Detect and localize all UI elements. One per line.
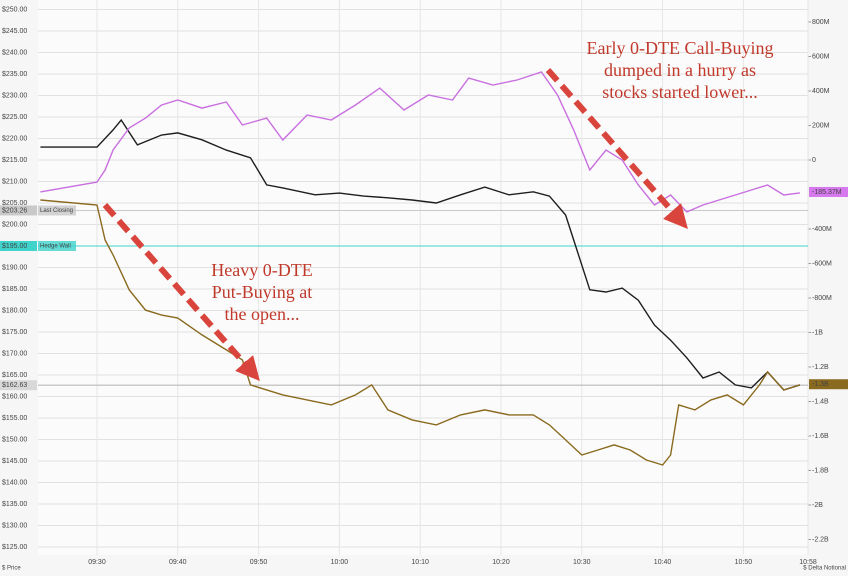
y-tick-label: $205.00 <box>2 200 27 207</box>
annotation: dumped in a hurry as <box>604 60 756 80</box>
y2-tick-label: -1.2B <box>812 364 829 371</box>
series-line <box>40 199 801 466</box>
y-tick-label: $130.00 <box>2 522 27 529</box>
x-tick-label: 10:40 <box>654 559 672 566</box>
y-tick-label: $245.00 <box>2 28 27 35</box>
reference-label: $195.00 <box>2 243 27 250</box>
end-tag-label: $162.63 <box>2 382 27 389</box>
end-tag-label: -1.3B <box>812 381 829 388</box>
x-tick-label: 10:58 <box>799 559 817 566</box>
y-tick-label: $175.00 <box>2 329 27 336</box>
y-tick-label: $210.00 <box>2 178 27 185</box>
y-tick-label: $215.00 <box>2 157 27 164</box>
x-tick-label: 10:20 <box>492 559 510 566</box>
annotation: Put-Buying at <box>212 282 313 302</box>
y-tick-label: $250.00 <box>2 6 27 13</box>
reference-name-box <box>38 205 76 216</box>
reference-name: Last Closing <box>40 208 73 214</box>
y-tick-label: $170.00 <box>2 350 27 357</box>
x-tick-label: 10:10 <box>411 559 429 566</box>
annotation: the open... <box>225 304 300 324</box>
y-tick-label: $135.00 <box>2 501 27 508</box>
x-tick-label: 10:30 <box>573 559 591 566</box>
labels: $250.00 $245.00 $240.00 $235.00 $230.00 $225.… <box>0 6 848 566</box>
y2-tick-label: 0 <box>812 157 816 164</box>
y2-tick-label: 200M <box>812 122 830 129</box>
y2-tick-label: 800M <box>812 19 830 26</box>
y-tick-label: $240.00 <box>2 49 27 56</box>
x-tick-label: 10:50 <box>735 559 753 566</box>
y-tick-label: $230.00 <box>2 92 27 99</box>
y2-tick-label: -2B <box>812 502 823 509</box>
arrow <box>545 68 688 230</box>
y-tick-label: $220.00 <box>2 135 27 142</box>
series <box>40 71 801 466</box>
y-axis-title: $ Price <box>2 566 21 572</box>
end-tag-label: -185.37M <box>812 189 842 196</box>
end-tag <box>809 186 848 197</box>
y2-tick-label: -1.4B <box>812 398 829 405</box>
series-line <box>40 118 801 391</box>
y2-tick-label: -600M <box>812 260 832 267</box>
x-tick-label: 09:30 <box>88 559 106 566</box>
y-tick-label: $145.00 <box>2 458 27 465</box>
y-tick-label: $125.00 <box>2 544 27 551</box>
end-tag <box>0 380 37 391</box>
annotation: Heavy 0-DTE <box>211 260 312 280</box>
y-tick-label: $155.00 <box>2 415 27 422</box>
y-tick-label: $140.00 <box>2 479 27 486</box>
y-tick-label: $150.00 <box>2 436 27 443</box>
y-tick-label: $180.00 <box>2 307 27 314</box>
x-tick-label: 09:40 <box>169 559 187 566</box>
y2-tick-label: -400M <box>812 226 832 233</box>
series-line <box>40 71 800 213</box>
y2-tick-label: -2.2B <box>812 536 829 543</box>
x-tick-label: 10:00 <box>331 559 349 566</box>
reference-tag <box>0 240 37 251</box>
annotation: Early 0-DTE Call-Buying <box>587 38 774 58</box>
y2-tick-label: 600M <box>812 53 830 60</box>
y2-tick-label: -1.8B <box>812 467 829 474</box>
x-tick-label: 09:50 <box>250 559 268 566</box>
reference-tag <box>0 205 37 216</box>
reference-label: $203.26 <box>2 207 27 214</box>
y-tick-label: $225.00 <box>2 114 27 121</box>
y-tick-label: $160.00 <box>2 393 27 400</box>
y2-tick-label: -1B <box>812 329 823 336</box>
arrow <box>102 203 260 382</box>
annotation: stocks started lower... <box>602 82 757 102</box>
reference-name-box <box>38 240 76 251</box>
grid <box>38 0 811 555</box>
y2-tick-label: -800M <box>812 295 832 302</box>
y2-tick-label: 400M <box>812 88 830 95</box>
y-tick-label: $190.00 <box>2 264 27 271</box>
y-tick-label: $235.00 <box>2 71 27 78</box>
y-tick-label: $185.00 <box>2 286 27 293</box>
y2-tick-label: -1.6B <box>812 433 829 440</box>
y2-axis-title: $ Delta Notional <box>803 566 846 572</box>
reference-name: Hedge Wall <box>40 244 71 250</box>
y-tick-label: $165.00 <box>2 372 27 379</box>
end-tag <box>809 379 848 390</box>
y-tick-label: $200.00 <box>2 221 27 228</box>
